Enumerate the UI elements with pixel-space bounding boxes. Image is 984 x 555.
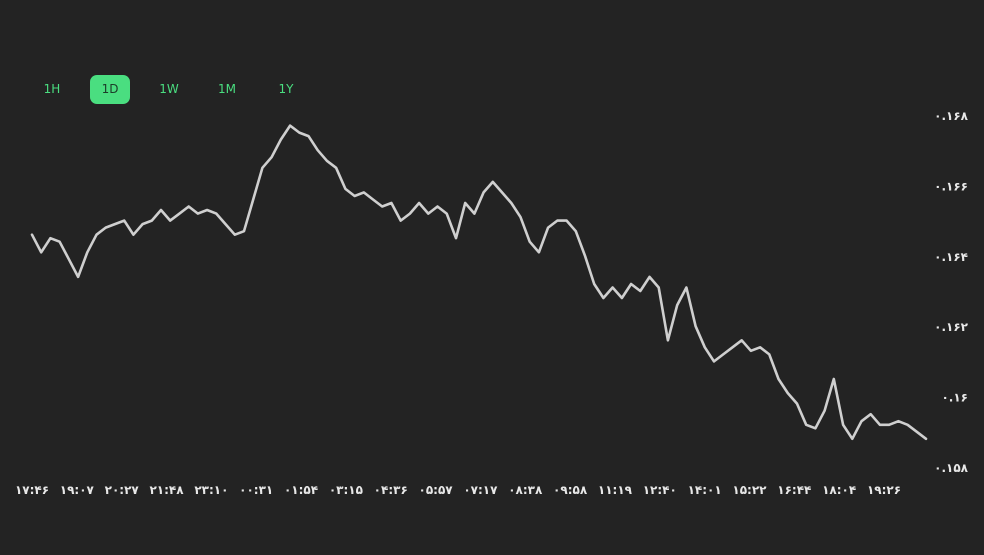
x-tick-label: ۱۵:۲۲	[732, 483, 767, 497]
x-tick-label: ۰۱:۵۴	[284, 483, 318, 497]
y-tick-label: ۰.۱۶۴	[934, 250, 968, 264]
x-tick-label: ۱۶:۴۴	[777, 483, 811, 497]
y-tick-label: ۰.۱۵۸	[934, 461, 969, 475]
x-tick-label: ۱۹:۰۷	[60, 483, 95, 497]
x-tick-label: ۰۷:۱۷	[463, 483, 498, 497]
x-tick-label: ۲۱:۴۸	[149, 483, 184, 497]
x-tick-label: ۰۸:۳۸	[508, 483, 543, 497]
tab-1d[interactable]: 1D	[90, 75, 130, 104]
x-tick-label: ۱۴:۰۱	[688, 483, 722, 497]
x-tick-label: ۱۷:۴۶	[15, 483, 49, 497]
x-tick-label: ۰۵:۵۷	[419, 483, 454, 497]
x-axis: ۱۷:۴۶ ۱۹:۰۷ ۲۰:۲۷ ۲۱:۴۸ ۲۳:۱۰ ۰۰:۳۱ ۰۱:۵۴ ۰۳:۱۵…	[15, 483, 901, 497]
x-tick-label: ۱۲:۴۰	[643, 483, 677, 497]
x-tick-label: ۱۸:۰۴	[822, 483, 856, 497]
x-tick-label: ۰۳:۱۵	[329, 483, 363, 497]
x-tick-label: ۲۳:۱۰	[194, 483, 228, 497]
x-tick-label: ۱۱:۱۹	[598, 483, 633, 497]
x-tick-label: ۰۹:۵۸	[553, 483, 588, 497]
y-tick-label: ۰.۱۶۲	[934, 320, 969, 334]
y-tick-label: ۰.۱۶۶	[934, 179, 968, 193]
x-tick-label: ۲۰:۲۷	[105, 483, 140, 497]
x-tick-label: ۱۹:۲۶	[867, 483, 901, 497]
price-line	[30, 124, 928, 441]
tab-1m[interactable]: 1M	[218, 82, 236, 96]
tab-1y[interactable]: 1Y	[278, 82, 294, 96]
tab-1h[interactable]: 1H	[43, 82, 61, 96]
y-tick-label: ۰.۱۶۸	[934, 109, 969, 123]
y-axis: ۰.۱۶۸ ۰.۱۶۶ ۰.۱۶۴ ۰.۱۶۲ ۰.۱۶ ۰.۱۵۸	[934, 109, 969, 475]
x-tick-label: ۰۰:۳۱	[239, 483, 273, 497]
time-range-tabs: 1H 1D 1W 1M 1Y	[0, 0, 984, 120]
tab-1w[interactable]: 1W	[159, 82, 179, 96]
y-tick-label: ۰.۱۶	[941, 391, 968, 405]
x-tick-label: ۰۴:۳۶	[374, 483, 408, 497]
